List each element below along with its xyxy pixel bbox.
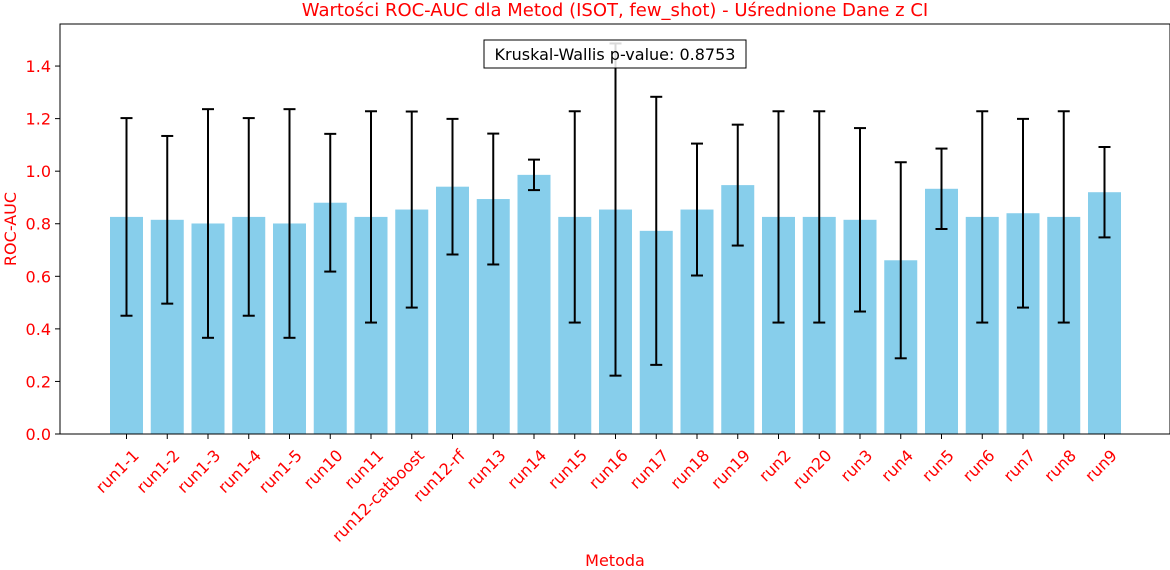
x-tick-label: run8 — [1040, 446, 1080, 486]
annotation-text: Kruskal-Wallis p-value: 0.8753 — [495, 45, 736, 64]
x-tick-label: run20 — [789, 446, 836, 493]
y-tick-label: 0.6 — [26, 267, 51, 286]
annotation-box: Kruskal-Wallis p-value: 0.8753 — [483, 39, 747, 69]
bar-run14 — [517, 174, 551, 434]
y-tick-label: 0.0 — [26, 425, 51, 444]
x-tick-label: run15 — [544, 446, 591, 493]
x-tick-label: run14 — [503, 446, 550, 493]
y-axis: 0.0 0.2 0.4 0.6 0.8 1.0 1.2 1.4 — [26, 57, 60, 444]
x-tick-label: run17 — [626, 446, 673, 493]
x-tick-label: run16 — [585, 446, 632, 493]
x-tick-label: run7 — [1000, 446, 1040, 486]
y-tick-label: 0.2 — [26, 372, 51, 391]
x-tick-label: run3 — [837, 446, 877, 486]
bars-group — [110, 174, 1121, 434]
x-axis-label: Metoda — [585, 551, 645, 570]
x-tick-label: run1-3 — [173, 446, 224, 497]
y-tick-label: 1.0 — [26, 162, 51, 181]
chart-title: Wartości ROC-AUC dla Metod (ISOT, few_sh… — [302, 0, 928, 21]
x-tick-label: run19 — [707, 446, 754, 493]
annotation-frame — [483, 39, 747, 69]
x-tick-label: run6 — [959, 446, 999, 486]
y-axis-label: ROC-AUC — [1, 192, 20, 266]
x-tick-label: run1-4 — [214, 446, 265, 497]
x-tick-label: run4 — [877, 446, 917, 486]
x-tick-label: run13 — [463, 446, 510, 493]
x-tick-label: run5 — [918, 446, 958, 486]
x-tick-label: run1-5 — [255, 446, 306, 497]
x-tick-label: run10 — [300, 446, 347, 493]
x-axis: run1-1run1-2run1-3run1-4run1-5run10run11… — [92, 434, 1121, 546]
y-tick-label: 0.4 — [26, 320, 51, 339]
errorbars-group — [120, 42, 1111, 377]
x-tick-label: run18 — [666, 446, 713, 493]
x-tick-label: run1-1 — [92, 446, 143, 497]
y-tick-label: 1.2 — [26, 110, 51, 129]
x-tick-label: run1-2 — [133, 446, 184, 497]
x-tick-label: run9 — [1081, 446, 1121, 486]
y-tick-label: 1.4 — [26, 57, 51, 76]
y-tick-label: 0.8 — [26, 215, 51, 234]
